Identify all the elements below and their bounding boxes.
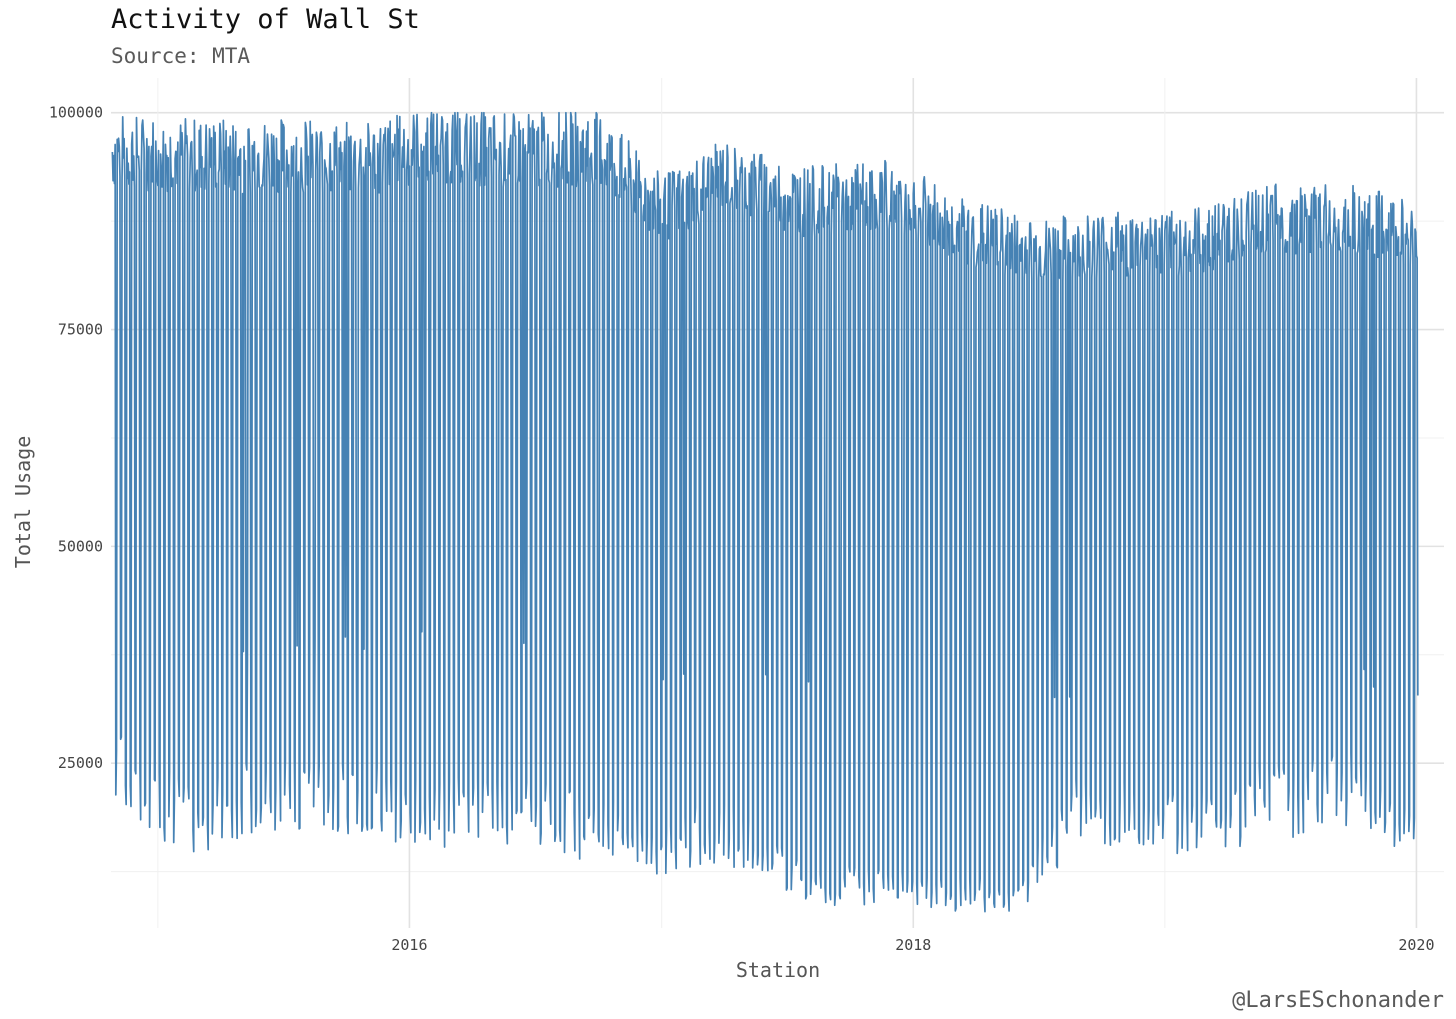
y-tick-label: 75000 [58,321,103,339]
x-tick-label: 2016 [391,936,427,954]
chart-caption: @LarsESchonander [1232,988,1444,1013]
y-axis-title: Total Usage [11,436,35,568]
y-axis-ticks: 25000 50000 75000 100000 [49,104,103,773]
chart-title: Activity of Wall St [111,4,420,35]
y-tick-label: 50000 [58,537,103,555]
series-group [111,111,1419,913]
x-tick-label: 2018 [895,936,931,954]
y-tick-label: 100000 [49,104,103,122]
series-line-0 [111,111,1419,913]
chart-subtitle: Source: MTA [111,44,251,68]
x-axis-ticks: 2016 2018 2020 [391,936,1434,954]
y-tick-label: 25000 [58,754,103,772]
x-tick-label: 2020 [1398,936,1434,954]
x-axis-title: Station [736,958,820,982]
